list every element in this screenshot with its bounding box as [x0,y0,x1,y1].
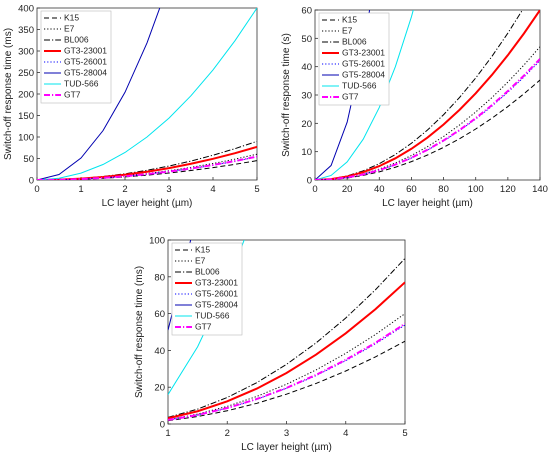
x-tick-label: 2 [225,428,230,439]
x-tick-label: 4 [210,184,215,195]
legend-label: TUD-566 [195,310,230,320]
legend-label: GT5-26001 [64,56,107,66]
x-tick-label: 0 [312,184,317,195]
x-tick-label: 0 [34,184,39,195]
subplot: 1 2 3 4 5 0 20 40 60 80 100 LC layer height (µm) Swi… [134,236,408,454]
legend-label: BL006 [195,266,220,276]
y-tick-label: 80 [154,272,165,283]
y-tick-label: 10 [301,147,312,158]
series-line [315,46,540,180]
x-axis-label: LC layer height (µm) [102,198,193,209]
y-tick-label: 50 [23,154,34,165]
legend: K15E7BL006GT3-23001GT5-26001GT5-28004TUD… [318,12,390,106]
x-tick-label: 120 [500,184,516,195]
x-tick-label: 4 [343,428,348,439]
legend-label: E7 [64,23,75,33]
y-tick-label: 20 [301,119,312,130]
y-tick-label: 50 [301,34,312,45]
x-tick-label: 40 [374,184,385,195]
y-tick-label: 40 [154,346,165,357]
x-tick-label: 1 [165,428,170,439]
legend-label: E7 [342,25,353,35]
x-tick-label: 100 [468,184,484,195]
legend-label: GT3-23001 [195,277,238,287]
y-axis-label: Switch-off response time (ms) [3,28,14,160]
legend-label: GT5-28004 [64,67,107,77]
series-line [315,10,540,180]
series-line [315,10,414,180]
y-tick-label: 30 [301,91,312,102]
x-tick-label: 1 [78,184,83,195]
legend-label: TUD-566 [342,80,377,90]
x-tick-label: 5 [402,428,407,439]
subplot: 0 20 40 60 80 100 120 140 0 10 20 30 40 50 60 LC layer … [281,6,548,210]
x-tick-label: 3 [166,184,171,195]
legend-label: K15 [195,244,210,254]
legend-label: E7 [195,255,206,265]
legend-label: GT7 [342,91,359,101]
x-tick-label: 5 [254,184,259,195]
y-tick-label: 60 [154,309,165,320]
legend-label: GT3-23001 [342,47,385,57]
y-tick-label: 60 [301,6,312,17]
y-tick-label: 20 [154,383,165,394]
legend-label: K15 [342,14,357,24]
legend-box [318,12,390,106]
y-tick-label: 300 [18,47,34,58]
y-tick-label: 40 [301,62,312,73]
series-line [168,340,405,422]
legend: K15E7BL006GT3-23001GT5-26001GT5-28004TUD… [171,242,243,336]
legend: K15E7BL006GT3-23001GT5-26001GT5-28004TUD… [40,10,112,104]
y-tick-label: 150 [18,111,34,122]
x-axis-label: LC layer height (µm) [382,198,473,209]
y-tick-label: 100 [18,133,34,144]
y-tick-label: 250 [18,68,34,79]
legend-box [171,242,243,336]
series-line [37,8,257,180]
series-line [315,58,540,180]
legend-label: K15 [64,12,79,22]
legend-label: GT5-26001 [342,58,385,68]
y-tick-label: 0 [160,420,165,431]
legend-label: TUD-566 [64,78,99,88]
legend-label: GT5-26001 [195,288,238,298]
y-tick-label: 0 [29,176,34,187]
y-tick-label: 200 [18,90,34,101]
x-axis-label: LC layer height (µm) [241,442,332,453]
y-axis-label: Switch-off response time (s) [281,33,292,157]
x-tick-label: 140 [532,184,548,195]
series-line [168,258,405,418]
x-tick-label: 60 [406,184,417,195]
legend-label: BL006 [64,34,89,44]
legend-label: GT5-28004 [195,299,238,309]
legend-label: GT3-23001 [64,45,107,55]
series-line [37,8,161,180]
legend-label: GT5-28004 [342,69,385,79]
y-axis-label: Switch-off response time (ms) [134,266,145,398]
x-tick-label: 20 [342,184,353,195]
lines [37,8,257,180]
y-tick-label: 350 [18,25,34,36]
x-tick-label: 80 [438,184,449,195]
series-line [37,155,257,180]
x-tick-label: 2 [122,184,127,195]
legend-label: GT7 [195,321,212,331]
legend-label: BL006 [342,36,367,46]
x-tick-label: 3 [284,428,289,439]
series-line [315,79,540,180]
legend-label: GT7 [64,89,81,99]
series-line [168,281,405,420]
y-tick-label: 0 [307,176,312,187]
y-tick-label: 400 [18,4,34,15]
y-tick-label: 100 [149,236,165,247]
legend-box [40,10,112,104]
lines [315,10,540,180]
